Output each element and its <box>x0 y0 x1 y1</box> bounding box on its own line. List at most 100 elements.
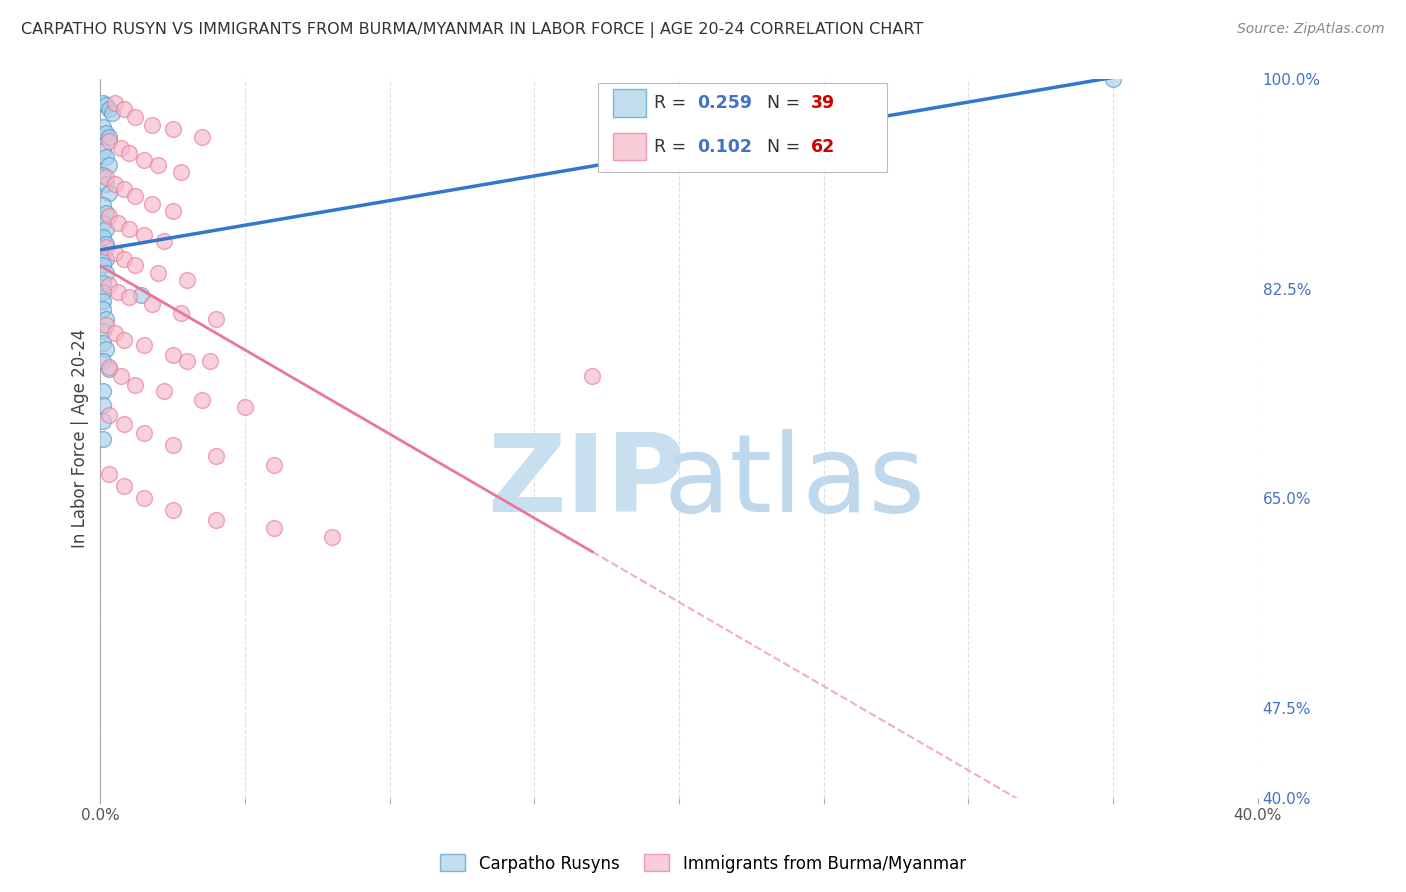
Point <box>581 369 603 384</box>
Point <box>91 198 114 212</box>
Point <box>94 221 117 235</box>
Point <box>176 273 198 287</box>
Text: 0.102: 0.102 <box>697 137 752 155</box>
Point <box>118 146 141 161</box>
Point <box>98 186 121 200</box>
Point <box>148 158 170 172</box>
Point <box>94 170 117 185</box>
Point <box>162 437 184 451</box>
Point <box>91 398 114 412</box>
Point <box>98 102 121 116</box>
Point <box>200 353 222 368</box>
Point <box>94 98 117 112</box>
Text: N =: N = <box>768 137 806 155</box>
Text: R =: R = <box>654 94 692 112</box>
Point <box>153 384 176 398</box>
Point <box>263 458 285 472</box>
Point <box>110 369 132 384</box>
Point <box>162 348 184 362</box>
Point <box>91 245 114 260</box>
Text: Source: ZipAtlas.com: Source: ZipAtlas.com <box>1237 22 1385 37</box>
Point <box>94 206 117 220</box>
Point <box>124 111 146 125</box>
Point <box>132 338 155 352</box>
Point <box>104 95 127 110</box>
Point <box>124 189 146 203</box>
Point <box>263 521 285 535</box>
Point <box>91 120 114 134</box>
Point <box>104 326 127 340</box>
Point <box>98 158 121 172</box>
Point <box>153 234 176 248</box>
Point <box>98 467 121 482</box>
Point <box>98 408 121 422</box>
Point <box>94 240 117 254</box>
Point <box>91 216 114 230</box>
Point <box>91 302 114 317</box>
Point <box>101 105 124 120</box>
Point <box>132 153 155 168</box>
Point <box>104 178 127 192</box>
Legend: Carpatho Rusyns, Immigrants from Burma/Myanmar: Carpatho Rusyns, Immigrants from Burma/M… <box>433 847 973 880</box>
Text: N =: N = <box>768 94 806 112</box>
Point <box>233 401 256 415</box>
Y-axis label: In Labor Force | Age 20-24: In Labor Force | Age 20-24 <box>72 329 89 549</box>
Point <box>91 144 114 158</box>
Point <box>91 276 114 290</box>
Point <box>94 178 117 192</box>
Text: atlas: atlas <box>664 429 925 534</box>
Point <box>132 425 155 440</box>
Point <box>91 384 114 398</box>
Point <box>91 335 114 350</box>
Point <box>112 102 135 116</box>
FancyBboxPatch shape <box>598 83 887 172</box>
Point <box>129 287 152 301</box>
Point <box>190 129 212 144</box>
Point <box>104 245 127 260</box>
Point <box>205 450 228 464</box>
Point <box>124 258 146 272</box>
Point <box>112 252 135 266</box>
Point <box>98 129 121 144</box>
Point <box>148 266 170 280</box>
FancyBboxPatch shape <box>613 133 645 161</box>
Point <box>141 118 163 132</box>
Point <box>141 196 163 211</box>
Text: CARPATHO RUSYN VS IMMIGRANTS FROM BURMA/MYANMAR IN LABOR FORCE | AGE 20-24 CORRE: CARPATHO RUSYN VS IMMIGRANTS FROM BURMA/… <box>21 22 924 38</box>
Point <box>91 413 114 427</box>
Point <box>94 252 117 266</box>
Point <box>170 165 193 179</box>
Text: 0.259: 0.259 <box>697 94 752 112</box>
Text: 39: 39 <box>811 94 835 112</box>
Point <box>162 503 184 517</box>
Point <box>112 417 135 431</box>
Point <box>118 221 141 235</box>
Point <box>112 333 135 347</box>
Point <box>98 209 121 223</box>
Point <box>94 318 117 332</box>
Point <box>98 278 121 293</box>
Point <box>98 362 121 376</box>
Point <box>91 230 114 244</box>
Point <box>98 134 121 148</box>
Point <box>91 293 114 308</box>
Point <box>1102 72 1125 87</box>
Point <box>132 227 155 242</box>
Text: 62: 62 <box>811 137 835 155</box>
Point <box>112 182 135 196</box>
Text: ZIP: ZIP <box>488 429 686 534</box>
Point <box>321 530 343 544</box>
Point <box>91 324 114 338</box>
Point <box>107 285 129 300</box>
Point <box>141 297 163 311</box>
Point <box>94 342 117 356</box>
Point <box>110 141 132 155</box>
Point <box>94 150 117 164</box>
Point <box>91 432 114 446</box>
Point <box>190 393 212 408</box>
Point <box>132 491 155 506</box>
Point <box>205 513 228 527</box>
Text: R =: R = <box>654 137 692 155</box>
Point <box>98 359 121 374</box>
Point <box>94 237 117 252</box>
